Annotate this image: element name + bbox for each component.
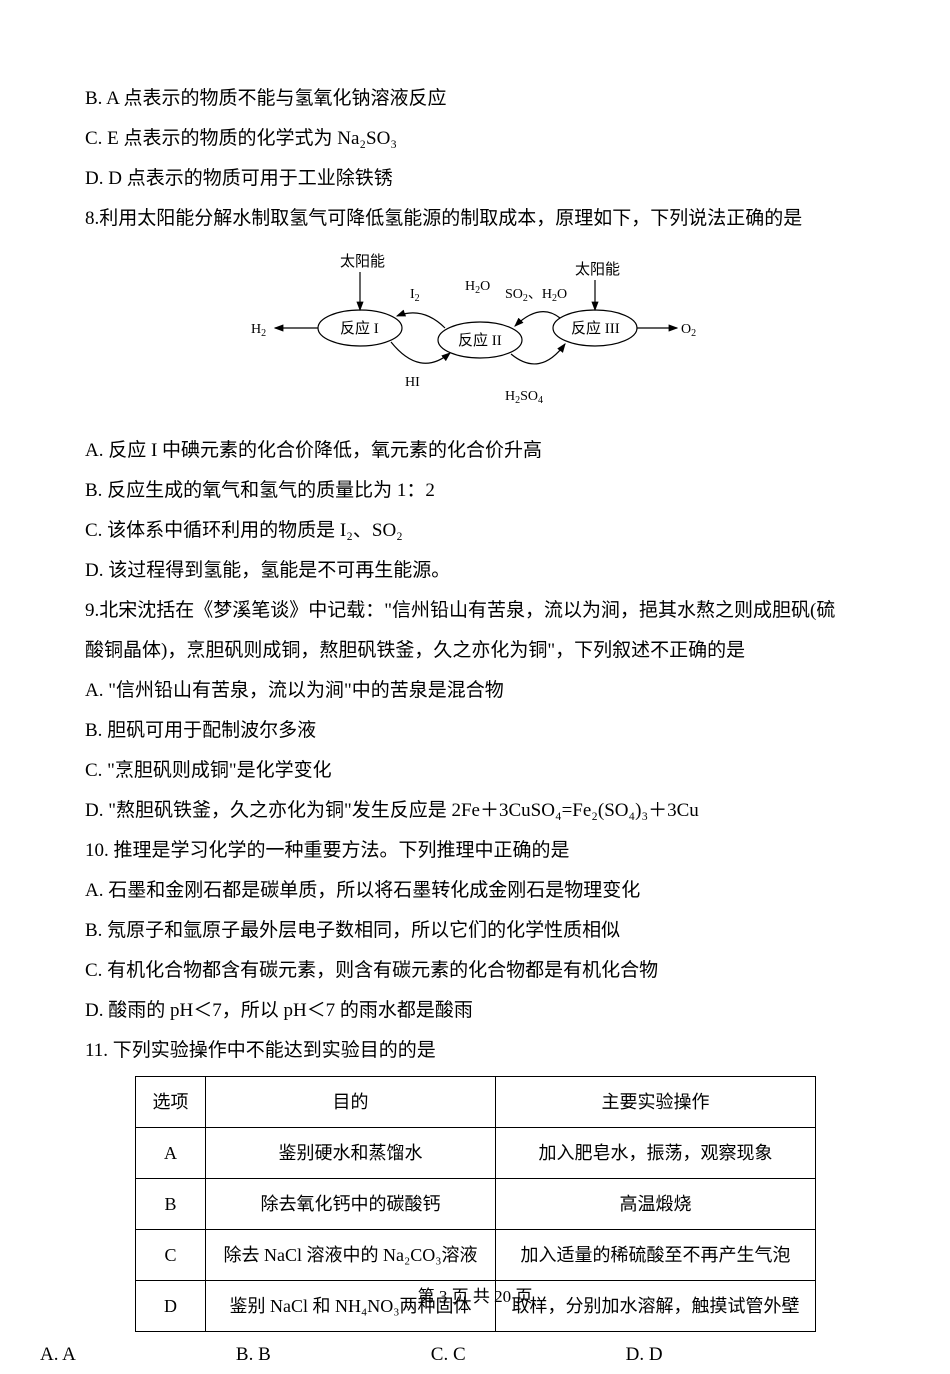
table-row: C 除去 NaCl 溶液中的 Na₂CO₃溶液 加入适量的稀硫酸至不再产生气泡 <box>136 1230 816 1281</box>
table-header-operation: 主要实验操作 <box>496 1077 816 1128</box>
diagram-hi-label: HI <box>405 375 420 390</box>
table-cell: 除去氧化钙中的碳酸钙 <box>206 1179 496 1230</box>
q11-option-d: D. D <box>626 1336 663 1374</box>
table-cell: 加入适量的稀硫酸至不再产生气泡 <box>496 1230 816 1281</box>
diagram-r1-label: 反应 I <box>340 319 379 337</box>
page-footer: 第 3 页 共 20 页 <box>0 1280 950 1314</box>
q9-d-prefix: D. "熬胆矾铁釜，久之亦化为铜"发生反应是 <box>85 800 447 821</box>
diagram-h2-label: H2 <box>251 322 266 339</box>
q11-option-a: A. A <box>40 1336 76 1374</box>
q9-option-b: B. 胆矾可用于配制波尔多液 <box>85 712 865 750</box>
q9-option-a: A. "信州铅山有苦泉，流以为涧"中的苦泉是混合物 <box>85 672 865 710</box>
q11-options-row: A. A B. B C. C D. D <box>40 1336 865 1374</box>
table-header-option: 选项 <box>136 1077 206 1128</box>
q8-option-b: B. 反应生成的氧气和氢气的质量比为 1：2 <box>85 472 865 510</box>
table-cell: 鉴别硬水和蒸馏水 <box>206 1128 496 1179</box>
table-row: B 除去氧化钙中的碳酸钙 高温煅烧 <box>136 1179 816 1230</box>
table-cell: C <box>136 1230 206 1281</box>
table-header-purpose: 目的 <box>206 1077 496 1128</box>
diagram-i2-label: I2 <box>410 287 420 304</box>
q9-d-equation: 2Fe＋3CuSO₄=Fe₂(SO₄)₃＋3Cu <box>451 800 698 821</box>
table-cell: 加入肥皂水，振荡，观察现象 <box>496 1128 816 1179</box>
diagram-so2h2o-label: SO2、H2O <box>505 287 567 304</box>
table-row: A 鉴别硬水和蒸馏水 加入肥皂水，振荡，观察现象 <box>136 1128 816 1179</box>
diagram-sun2-label: 太阳能 <box>575 261 620 278</box>
q11-stem: 11. 下列实验操作中不能达到实验目的的是 <box>85 1032 865 1070</box>
q8-diagram: 太阳能 太阳能 反应 I 反应 II 反应 III H2 O2 I2 HI H2… <box>85 248 865 418</box>
q10-stem: 10. 推理是学习化学的一种重要方法。下列推理中正确的是 <box>85 832 865 870</box>
table-cell: 除去 NaCl 溶液中的 Na₂CO₃溶液 <box>206 1230 496 1281</box>
q10-option-a: A. 石墨和金刚石都是碳单质，所以将石墨转化成金刚石是物理变化 <box>85 872 865 910</box>
q9-option-c: C. "烹胆矾则成铜"是化学变化 <box>85 752 865 790</box>
q10-option-c: C. 有机化合物都含有碳元素，则含有碳元素的化合物都是有机化合物 <box>85 952 865 990</box>
q10-option-d: D. 酸雨的 pH＜7，所以 pH＜7 的雨水都是酸雨 <box>85 992 865 1030</box>
table-cell: A <box>136 1128 206 1179</box>
q9-stem-line2: 酸铜晶体)，烹胆矾则成铜，熬胆矾铁釜，久之亦化为铜"，下列叙述不正确的是 <box>85 632 865 670</box>
q9-option-d: D. "熬胆矾铁釜，久之亦化为铜"发生反应是 2Fe＋3CuSO₄=Fe₂(SO… <box>85 792 865 830</box>
diagram-sun1-label: 太阳能 <box>340 253 385 270</box>
q7-option-c: C. E 点表示的物质的化学式为 Na₂SO₃ <box>85 120 865 158</box>
q8-option-a: A. 反应 I 中碘元素的化合价降低，氧元素的化合价升高 <box>85 432 865 470</box>
q8-stem: 8.利用太阳能分解水制取氢气可降低氢能源的制取成本，原理如下，下列说法正确的是 <box>85 200 865 238</box>
q8-option-c: C. 该体系中循环利用的物质是 I₂、SO₂ <box>85 512 865 550</box>
diagram-o2-label: O2 <box>681 322 696 339</box>
table-cell: 高温煅烧 <box>496 1179 816 1230</box>
q11-option-b: B. B <box>236 1336 271 1374</box>
q7-option-b: B. A 点表示的物质不能与氢氧化钠溶液反应 <box>85 80 865 118</box>
q10-option-b: B. 氖原子和氩原子最外层电子数相同，所以它们的化学性质相似 <box>85 912 865 950</box>
diagram-h2o-label: H2O <box>465 279 490 296</box>
q11-option-c: C. C <box>431 1336 466 1374</box>
diagram-r3-label: 反应 III <box>571 319 620 337</box>
q9-stem-line1: 9.北宋沈括在《梦溪笔谈》中记载："信州铅山有苦泉，流以为涧，挹其水熬之则成胆矾… <box>85 592 865 630</box>
q8-option-d: D. 该过程得到氢能，氢能是不可再生能源。 <box>85 552 865 590</box>
table-header-row: 选项 目的 主要实验操作 <box>136 1077 816 1128</box>
diagram-r2-label: 反应 II <box>458 331 502 349</box>
table-cell: B <box>136 1179 206 1230</box>
diagram-h2so4-label: H2SO4 <box>505 389 543 406</box>
q7-option-d: D. D 点表示的物质可用于工业除铁锈 <box>85 160 865 198</box>
